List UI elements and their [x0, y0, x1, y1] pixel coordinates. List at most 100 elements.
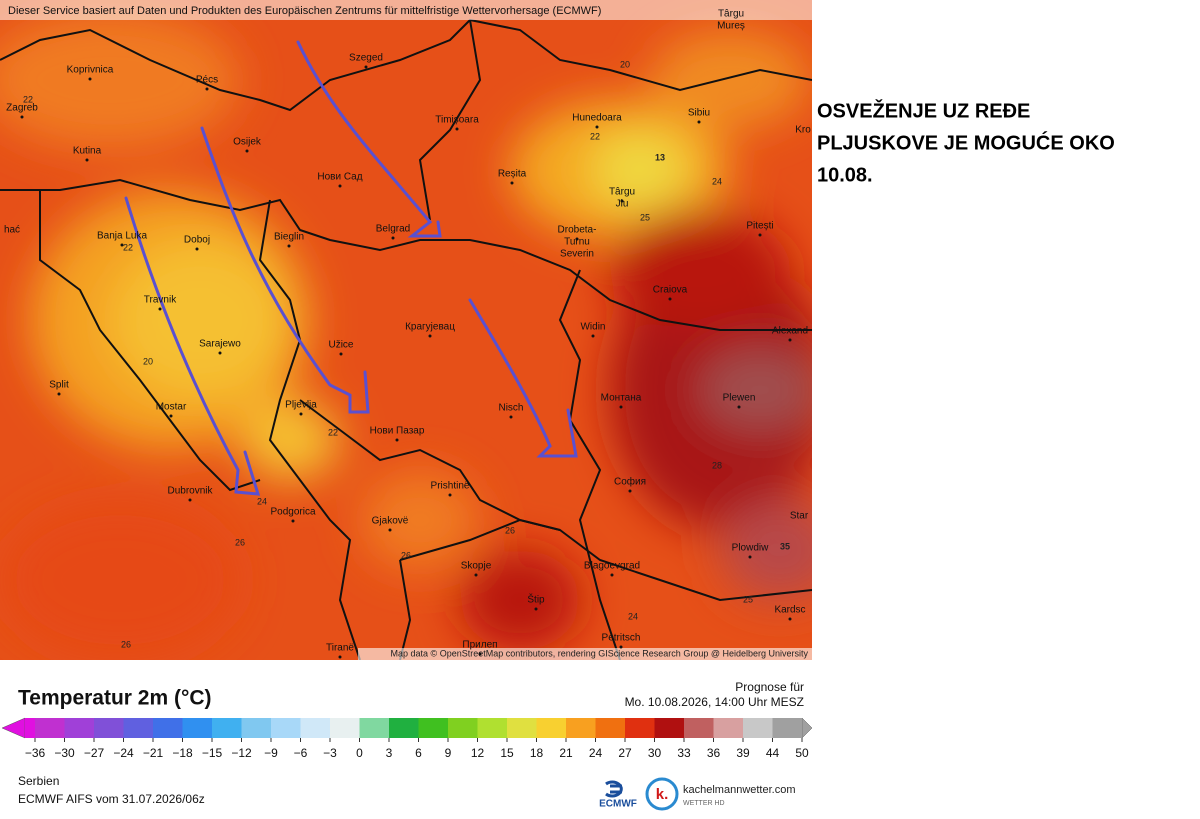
isotherm-label: 13: [655, 152, 665, 162]
place-label: Zagreb: [6, 103, 38, 114]
place-label: Нови Сад: [317, 172, 362, 183]
colorbar-segment: [477, 718, 507, 738]
place-label: Craiova: [653, 285, 688, 296]
colorbar-label: −30: [54, 746, 75, 760]
kachelmann-letter: k.: [656, 786, 669, 803]
colorbar-label: −6: [294, 746, 308, 760]
colorbar-label: −3: [323, 746, 337, 760]
place-label: Нови Пазар: [370, 426, 425, 437]
temperature-field: [0, 10, 812, 660]
place-dot: [338, 655, 342, 659]
isotherm-label: 35: [780, 541, 790, 551]
place-dot: [245, 149, 249, 153]
borders: [0, 18, 812, 660]
place-label: hać: [4, 225, 20, 236]
colorbar-end: [801, 717, 813, 739]
place-dot: [478, 652, 482, 656]
isotherm-label: 25: [640, 212, 650, 222]
place-label: Plowdiw: [732, 543, 769, 554]
place-dot: [338, 184, 342, 188]
isotherm-label: 24: [628, 611, 638, 621]
place-dot: [158, 307, 162, 311]
place-dot: [788, 617, 792, 621]
place-dot: [20, 115, 24, 119]
colorbar-segment: [123, 718, 153, 738]
place-dot: [57, 392, 61, 396]
place-label: Монтана: [601, 393, 642, 404]
colorbar-label: −18: [172, 746, 193, 760]
colorbar-segment: [713, 718, 743, 738]
colorbar-segment: [359, 718, 389, 738]
place-dot: [668, 297, 672, 301]
place-dot: [534, 607, 538, 611]
place-label: Reșita: [498, 169, 527, 180]
ecmwf-label: ECMWF: [599, 799, 637, 810]
place-dot: [287, 244, 291, 248]
colorbar-segment: [212, 718, 242, 738]
place-label: Star: [790, 511, 809, 522]
colorbar-label: −36: [25, 746, 46, 760]
region: Serbien: [18, 774, 59, 788]
isotherm-label: 22: [590, 131, 600, 141]
place-dot: [391, 236, 395, 240]
place-label: Banja Luka: [97, 231, 147, 242]
isotherm-label: 24: [257, 496, 267, 506]
place-dot: [474, 573, 478, 577]
place-label: София: [614, 476, 646, 488]
place-label: Doboj: [184, 235, 210, 246]
place-label: Split: [49, 380, 69, 391]
place-dot: [364, 65, 368, 69]
colorbar-label: −24: [113, 746, 134, 760]
place-label: Крагујевац: [405, 322, 455, 333]
colorbar-segment: [389, 718, 419, 738]
place-dot: [195, 247, 199, 251]
forecast-label: Prognose für: [735, 680, 804, 694]
place-label: Mureș: [717, 21, 745, 32]
place-label: Skopje: [461, 561, 492, 572]
place-label: Târgu: [609, 187, 635, 198]
kachelmann-logo: [645, 777, 679, 811]
place-dot: [218, 351, 222, 355]
place-label: Pécs: [196, 75, 218, 86]
model-run: ECMWF AIFS vom 31.07.2026/06z: [18, 792, 205, 806]
place-dot: [509, 415, 513, 419]
attribution: Map data © OpenStreetMap contributors, r…: [391, 648, 809, 658]
place-label: Podgorica: [270, 507, 315, 518]
place-label: Koprivnica: [67, 65, 114, 76]
place-label: Užice: [328, 340, 353, 351]
isotherm-label: 20: [143, 356, 153, 366]
place-dot: [510, 181, 514, 185]
place-dot: [85, 158, 89, 162]
colorbar-label: −12: [231, 746, 252, 760]
annotation-arrows: [124, 40, 578, 496]
place-label: Blagoevgrad: [584, 561, 640, 572]
place-dot: [395, 438, 399, 442]
colorbar-label: −15: [202, 746, 223, 760]
place-label: Severin: [560, 249, 594, 260]
place-label: Pljevlja: [285, 400, 317, 411]
place-label: Szeged: [349, 53, 383, 64]
place-label: Dubrovnik: [167, 486, 213, 497]
place-dot: [120, 243, 124, 247]
place-dot: [205, 87, 209, 91]
colorbar-label: 0: [356, 746, 363, 760]
annotation-line: PLJUSKOVE JE MOGUĆE OKO: [817, 130, 1115, 154]
banner: Dieser Service basiert auf Daten und Pro…: [8, 5, 601, 17]
place-dot: [595, 125, 599, 129]
place-label: Prishtinë: [431, 481, 470, 492]
place-dot: [737, 405, 741, 409]
colorbar-segment: [536, 718, 566, 738]
isotherm-label: 25: [743, 594, 753, 604]
colorbar-label: 50: [795, 746, 809, 760]
place-dot: [169, 414, 173, 418]
colorbar-label: 3: [386, 746, 393, 760]
place-dot: [291, 519, 295, 523]
colorbar-segment: [330, 718, 360, 738]
colorbar-segment: [300, 718, 330, 738]
place-dot: [628, 489, 632, 493]
place-label: Bieglin: [274, 232, 304, 243]
colorbar-segment: [94, 718, 124, 738]
forecast-time: Mo. 10.08.2026, 14:00 Uhr MESZ: [625, 695, 804, 709]
place-dot: [748, 555, 752, 559]
colorbar-segment: [654, 718, 684, 738]
